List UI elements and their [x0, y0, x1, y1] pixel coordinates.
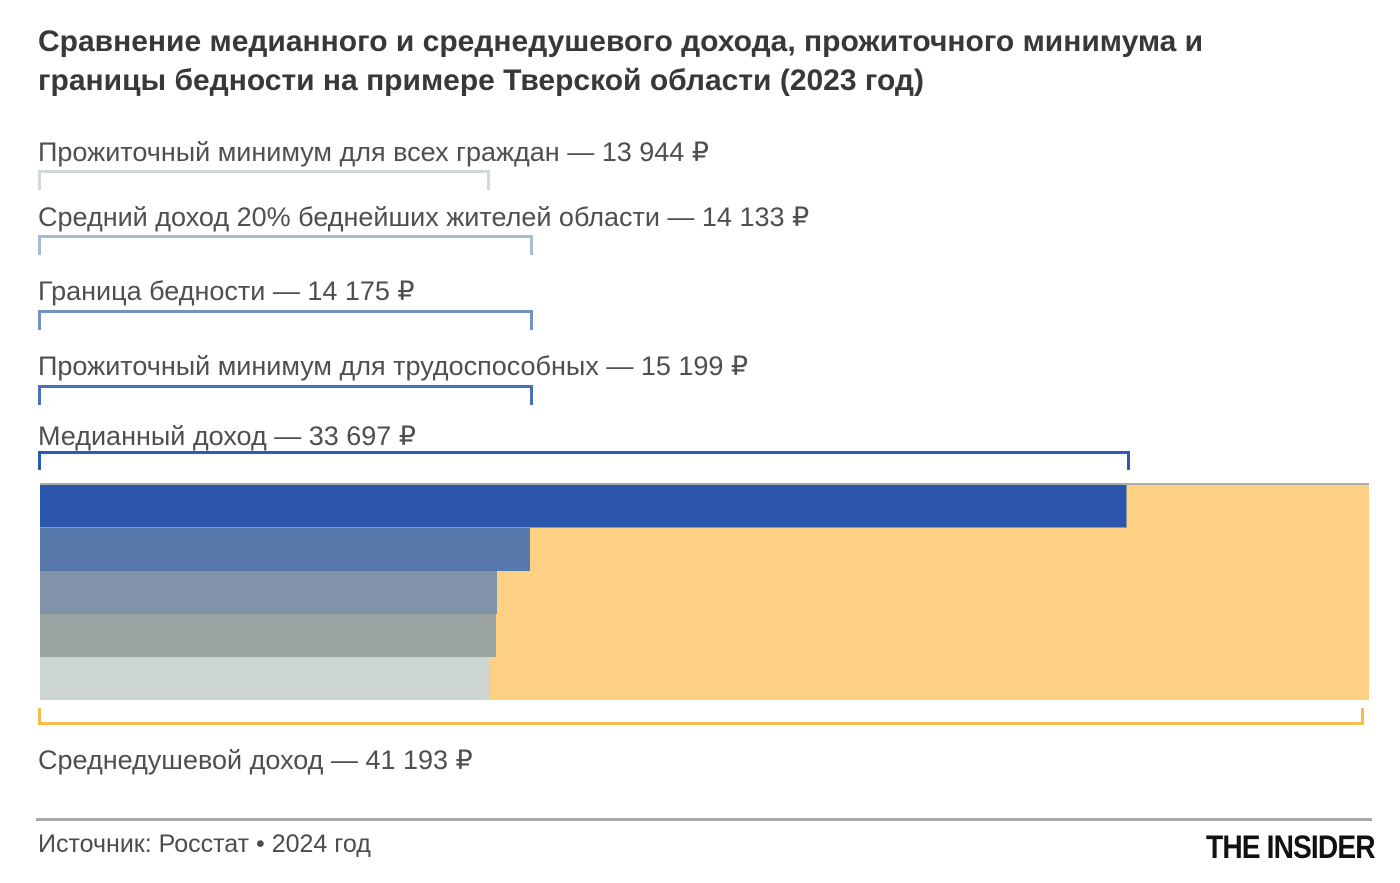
bar-working-age-minimum [40, 528, 531, 571]
callout-label-median-income: Медианный доход — 33 697 ₽ [38, 421, 416, 451]
average-income-bracket [38, 708, 1364, 725]
bar-median-income [40, 485, 1128, 528]
footer-divider [36, 818, 1372, 821]
callout-bracket-working-age-minimum [38, 385, 533, 405]
brand-logo: THE INSIDER [1206, 829, 1376, 865]
page-title: Сравнение медианного и среднедушевого до… [38, 25, 1204, 97]
callout-bracket-median-income [38, 451, 1130, 470]
callout-label-all-citizens-minimum: Прожиточный минимум для всех граждан — 1… [38, 137, 709, 167]
bar-poverty-line [40, 571, 498, 614]
callout-bracket-poorest20-income [38, 235, 533, 255]
callout-bracket-all-citizens-minimum [38, 170, 490, 190]
callout-label-average-income: Среднедушевой доход — 41 193 ₽ [38, 745, 473, 775]
source-text: Источник: Росстат • 2024 год [38, 830, 371, 858]
callout-bracket-poverty-line [38, 310, 533, 330]
bar-all-citizens-minimum [40, 657, 490, 700]
callout-label-working-age-minimum: Прожиточный минимум для трудоспособных —… [38, 351, 749, 381]
bar-poorest20-income [40, 614, 496, 657]
callout-label-poverty-line: Граница бедности — 14 175 ₽ [38, 276, 415, 306]
average-income-bar [40, 483, 1369, 700]
callout-label-poorest20-income: Средний доход 20% беднейших жителей обла… [38, 202, 810, 232]
